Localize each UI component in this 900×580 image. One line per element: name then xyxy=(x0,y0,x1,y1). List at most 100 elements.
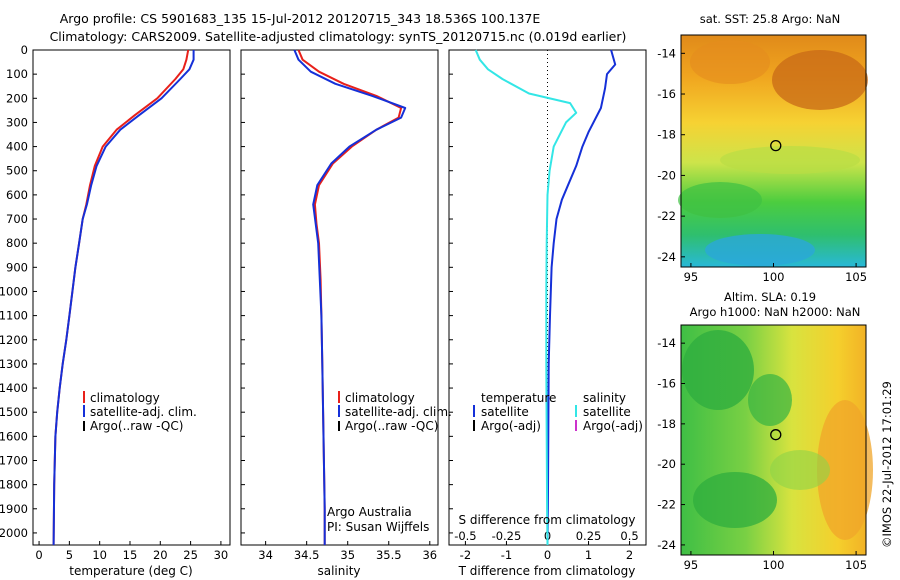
x-tick-label: 35 xyxy=(340,548,355,562)
legend-label-temp-argo: Argo(-adj) xyxy=(481,419,541,433)
salinity-xlabel: salinity xyxy=(317,564,360,578)
depth-tick-label: 100 xyxy=(6,67,28,81)
sla-low-patch xyxy=(693,472,777,528)
x-tick-label: -1 xyxy=(501,548,512,562)
depth-tick-label: 1400 xyxy=(0,381,28,395)
series-line-temperature-satellite xyxy=(546,49,617,546)
series-line-salinity-satellite xyxy=(474,49,578,546)
sst-warm-patch xyxy=(772,50,868,110)
header-line2: Climatology: CARS2009. Satellite-adjuste… xyxy=(50,29,627,44)
difference-legend: temperature salinity satellite Argo(-adj… xyxy=(473,391,643,433)
series-line-satellite-adj-clim- xyxy=(52,50,195,546)
map-y-tick-label: -14 xyxy=(657,336,676,350)
depth-tick-label: 600 xyxy=(6,188,28,202)
x-tick-label: 35.5 xyxy=(376,548,402,562)
sst-map-title: sat. SST: 25.8 Argo: NaN xyxy=(700,12,841,26)
x-tick-label: 0 xyxy=(544,548,551,562)
depth-tick-label: 700 xyxy=(6,212,28,226)
x-tick-label: 5 xyxy=(66,548,73,562)
depth-tick-label: 0 xyxy=(21,43,28,57)
x-tick-label: 25 xyxy=(183,548,198,562)
map-y-tick-label: -18 xyxy=(657,417,676,431)
legend-label-sal-argo: Argo(-adj) xyxy=(583,419,643,433)
depth-axis: 0 100 200 300 400 500 600 700 800 900 1000 1100 1200… xyxy=(0,43,453,540)
temperature-panel xyxy=(32,49,231,546)
depth-tick-label: 1800 xyxy=(0,478,28,492)
depth-tick-label: 1100 xyxy=(0,309,28,323)
x-tick-label: 34 xyxy=(258,548,273,562)
x-tick-label: 36 xyxy=(422,548,437,562)
map-y-tick-label: -16 xyxy=(657,87,676,101)
depth-tick-label: 1700 xyxy=(0,453,28,467)
sla-low-patch xyxy=(682,330,754,410)
legend-label-argo: Argo(..raw -QC) xyxy=(345,419,438,433)
sst-cool-patch xyxy=(678,182,762,218)
x-tick-label: 34.5 xyxy=(294,548,320,562)
series-line-climatology xyxy=(52,49,190,546)
salinity-legend: climatology satellite-adj. clim. Argo(..… xyxy=(338,391,452,433)
sst-warm-patch xyxy=(690,40,770,84)
map-y-tick-label: -22 xyxy=(657,209,676,223)
temperature-legend: climatology satellite-adj. clim. Argo(..… xyxy=(83,391,197,433)
legend-label-satellite: satellite-adj. clim. xyxy=(90,405,197,419)
series-line-satellite-adj-clim- xyxy=(293,49,407,545)
footer-credit: ©IMOS 22-Jul-2012 17:01:29 xyxy=(880,381,894,548)
depth-tick-label: 900 xyxy=(6,260,28,274)
map-y-tick-label: -20 xyxy=(657,457,676,471)
sla-map-title-1: Altim. SLA: 0.19 xyxy=(724,290,816,304)
x-tick-label: 30 xyxy=(214,548,229,562)
map-x-tick-label: 105 xyxy=(845,558,867,572)
map-x-tick-label: 105 xyxy=(845,270,867,284)
depth-tick-label: 1300 xyxy=(0,357,28,371)
depth-tick-label: 200 xyxy=(6,91,28,105)
x-tick-label: 20 xyxy=(153,548,168,562)
sst-mid-patch xyxy=(720,146,860,174)
map-x-tick-label: 100 xyxy=(763,558,785,572)
sla-low-patch xyxy=(748,374,792,426)
argo-position-marker xyxy=(770,429,782,441)
x-tick-label: -2 xyxy=(460,548,471,562)
legend-label-climatology: climatology xyxy=(90,391,160,405)
x-tick-label: 10 xyxy=(92,548,107,562)
depth-tick-label: 2000 xyxy=(0,526,28,540)
x-tick-label: 15 xyxy=(123,548,138,562)
map-y-tick-label: -14 xyxy=(657,46,676,60)
map-y-tick-label: -24 xyxy=(657,250,676,264)
depth-tick-label: 1600 xyxy=(0,429,28,443)
depth-tick-label: 400 xyxy=(6,140,28,154)
depth-tick-label: 500 xyxy=(6,164,28,178)
x-tick-label: 1 xyxy=(585,548,592,562)
map-y-tick-label: -24 xyxy=(657,538,676,552)
legend-label-argo: Argo(..raw -QC) xyxy=(90,419,183,433)
sst-map: 95 100 105 -14 -16 -18 -20 -22 -24 xyxy=(657,34,868,284)
depth-tick-label: 300 xyxy=(6,115,28,129)
depth-tick-label: 1200 xyxy=(0,333,28,347)
sla-mid-patch xyxy=(770,450,830,490)
map-y-tick-label: -18 xyxy=(657,128,676,142)
argo-position-marker xyxy=(770,139,782,152)
map-x-tick-label: 100 xyxy=(763,270,785,284)
salinity-diff-tick-label: -0.25 xyxy=(492,529,522,543)
salinity-diff-tick-label: 0.5 xyxy=(620,529,638,543)
depth-tick-label: 1500 xyxy=(0,405,28,419)
difference-top-label: S difference from climatology xyxy=(459,513,636,527)
map-y-tick-label: -16 xyxy=(657,377,676,391)
legend-label-sal-satellite: satellite xyxy=(583,405,631,419)
legend-label-temp-satellite: satellite xyxy=(481,405,529,419)
depth-tick-label: 800 xyxy=(6,236,28,250)
legend-label-satellite: satellite-adj. clim. xyxy=(345,405,452,419)
temperature-plot: 0 5 10 15 20 25 30 xyxy=(35,49,229,562)
legend-title-temperature: temperature xyxy=(481,391,556,405)
salinity-diff-tick-label: -0.5 xyxy=(454,529,476,543)
map-x-tick-label: 95 xyxy=(684,558,699,572)
salinity-plot: 34 34.5 35 35.5 36 xyxy=(258,49,437,562)
sla-high-patch xyxy=(817,400,873,540)
depth-tick-label: 1000 xyxy=(0,284,28,298)
temperature-xlabel: temperature (deg C) xyxy=(69,564,192,578)
salinity-diff-tick-label: 0.25 xyxy=(576,529,602,543)
map-x-tick-label: 95 xyxy=(684,270,699,284)
x-tick-label: 0 xyxy=(35,548,42,562)
difference-plot: -2 -1 0 1 2-0.5 -0.25 0 0.25 0.5 xyxy=(454,49,639,562)
difference-xlabel: T difference from climatology xyxy=(458,564,636,578)
